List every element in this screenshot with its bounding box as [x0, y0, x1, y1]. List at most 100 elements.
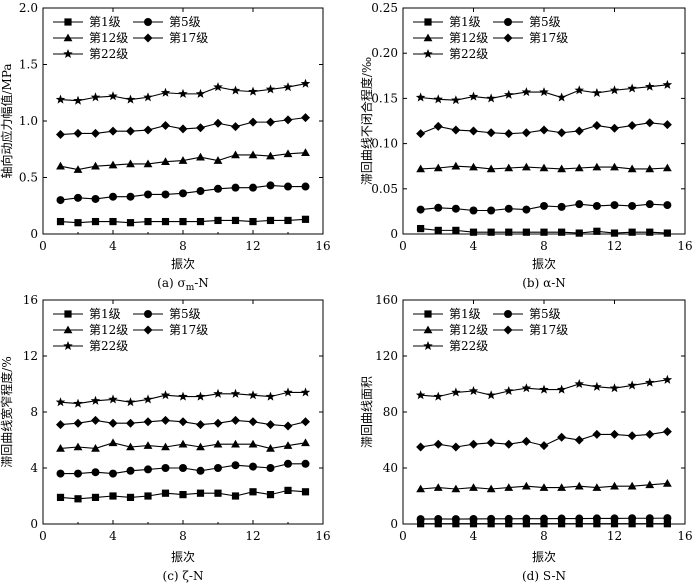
data-point	[91, 468, 100, 477]
data-point	[416, 515, 425, 524]
data-point	[213, 82, 223, 92]
data-point	[266, 151, 275, 160]
legend-label: 第1级	[89, 307, 121, 321]
data-point	[505, 520, 513, 528]
data-point	[487, 206, 496, 215]
data-point	[627, 380, 637, 390]
data-point	[179, 217, 187, 226]
x-tick-label: 8	[179, 529, 187, 543]
data-point	[505, 228, 513, 236]
data-point	[126, 192, 135, 201]
data-point	[627, 164, 637, 173]
data-point	[540, 514, 548, 523]
chart-panel-1: 0 4 8 12 16 0 0.5 1.0 1.5 2.0 振次 轴向动应力幅值/MPa 第1级 第5级第…	[0, 1, 331, 293]
data-point	[195, 88, 206, 98]
data-point	[575, 229, 583, 237]
data-point	[433, 94, 444, 104]
y-tick-label: 160	[375, 293, 398, 307]
data-point	[161, 415, 170, 425]
data-point	[610, 201, 619, 210]
x-tick-label: 0	[399, 529, 407, 543]
data-point	[126, 159, 135, 168]
legend-label: 第12级	[89, 323, 128, 337]
data-point	[213, 388, 223, 398]
data-point	[231, 415, 240, 425]
legend-label: 第1级	[449, 15, 481, 29]
data-point	[556, 92, 567, 102]
legend-label: 第5级	[529, 15, 561, 29]
data-point	[627, 431, 637, 441]
legend-marker	[504, 18, 512, 26]
data-point	[645, 200, 654, 209]
legend-marker	[144, 310, 152, 318]
legend-label: 第17级	[529, 323, 568, 337]
data-point	[416, 164, 426, 173]
data-point	[521, 162, 531, 171]
data-point	[249, 217, 257, 226]
data-point	[109, 492, 117, 500]
data-point	[662, 163, 672, 172]
data-point	[125, 397, 136, 407]
data-point	[662, 120, 672, 130]
data-point	[416, 129, 426, 139]
data-point	[557, 128, 567, 138]
legend-marker	[143, 33, 153, 43]
data-point	[557, 202, 566, 211]
data-point	[610, 162, 619, 171]
data-point	[540, 520, 548, 528]
data-point	[196, 123, 205, 133]
data-point	[415, 390, 426, 400]
y-tick-label: 0.25	[371, 1, 398, 15]
data-point	[522, 514, 531, 523]
data-point	[109, 469, 117, 478]
data-point	[503, 89, 514, 99]
data-point	[469, 162, 478, 171]
y-tick-label: 0	[390, 517, 398, 531]
data-point	[178, 439, 188, 448]
data-point	[248, 390, 258, 400]
data-point	[73, 418, 83, 428]
x-tick-label: 16	[315, 529, 330, 543]
data-point	[56, 217, 65, 226]
data-point	[160, 390, 171, 400]
legend-label: 第5级	[529, 307, 561, 321]
data-point	[144, 190, 152, 199]
y-tick-label: 12	[23, 349, 38, 363]
data-point	[557, 432, 567, 442]
legend-label: 第22级	[89, 339, 128, 353]
data-point	[301, 459, 310, 468]
data-point	[451, 515, 460, 524]
data-point	[592, 514, 601, 523]
data-point	[522, 520, 530, 528]
data-point	[521, 87, 532, 97]
y-axis-label: 滞回曲线面积	[360, 376, 374, 448]
data-point	[434, 514, 443, 523]
data-point	[504, 483, 514, 491]
data-point	[663, 201, 672, 210]
data-point	[125, 94, 136, 104]
data-point	[248, 117, 258, 127]
y-axis-label: 滞回曲线宽窄程度/%	[0, 356, 14, 467]
x-tick-label: 12	[607, 529, 622, 543]
data-point	[161, 190, 170, 199]
y-tick-label: 0.20	[371, 46, 398, 60]
data-point	[213, 118, 223, 128]
data-point	[143, 125, 153, 135]
legend-marker	[423, 325, 433, 334]
data-point	[55, 397, 66, 407]
data-point	[486, 93, 496, 103]
data-point	[610, 481, 619, 490]
data-point	[248, 150, 258, 159]
x-tick-label: 16	[677, 529, 692, 543]
legend-label: 第22级	[449, 339, 488, 353]
data-point	[55, 94, 66, 104]
y-axis-label: 滞回曲线不闭合程度/‰	[359, 57, 374, 185]
data-point	[487, 514, 496, 523]
data-point	[109, 217, 117, 226]
legend-label: 第5级	[169, 307, 201, 321]
data-point	[266, 216, 275, 225]
data-point	[178, 417, 188, 427]
data-point	[56, 130, 65, 140]
data-point	[504, 129, 514, 139]
data-point	[73, 128, 83, 138]
